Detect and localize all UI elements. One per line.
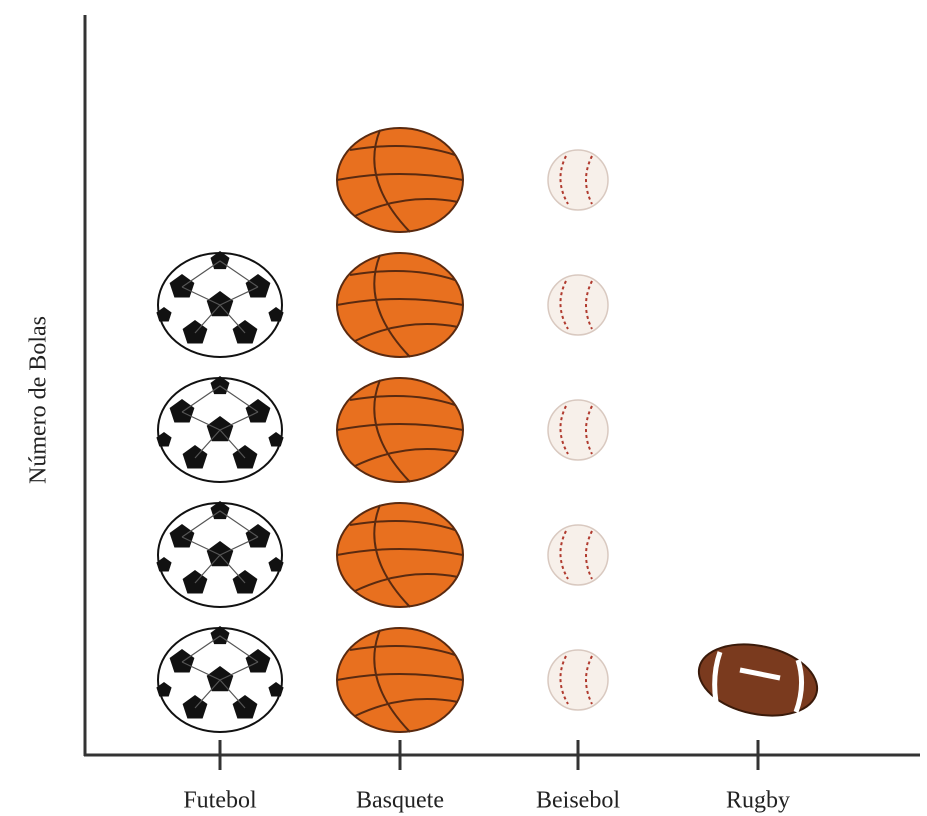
baseball	[547, 524, 609, 586]
baseball	[547, 149, 609, 211]
icon-stack	[697, 643, 819, 717]
soccer-patch	[169, 399, 195, 423]
rugby-stripes	[712, 651, 804, 713]
soccer-patch	[169, 524, 195, 548]
basketball-lines	[336, 379, 464, 483]
x-tick-label: Basquete	[356, 788, 444, 814]
soccer-patch	[245, 399, 271, 423]
baseball-stitches	[559, 155, 593, 205]
baseball-stitches	[559, 405, 593, 455]
baseball-stitches	[559, 655, 593, 705]
soccer-patch	[268, 557, 284, 572]
baseball	[547, 399, 609, 461]
soccer-seams	[181, 635, 259, 709]
x-tick-label: Rugby	[726, 788, 790, 814]
soccer-patch	[156, 307, 172, 322]
soccer-patch	[245, 274, 271, 298]
soccer-seams	[181, 510, 259, 584]
soccer-patch	[206, 666, 234, 692]
soccer-patch	[245, 524, 271, 548]
basketball-lines	[336, 254, 464, 358]
rugby-ball	[697, 643, 819, 717]
soccer-patch	[156, 432, 172, 447]
soccer-seams	[181, 385, 259, 459]
x-tick-label: Futebol	[183, 788, 257, 814]
soccer-seams	[181, 260, 259, 334]
soccer-patch	[206, 291, 234, 317]
soccer-patch	[268, 682, 284, 697]
icon-stack	[547, 149, 609, 711]
soccer-patch	[169, 649, 195, 673]
x-tick-label: Beisebol	[536, 788, 620, 814]
baseball-stitches	[559, 530, 593, 580]
soccer-patch	[268, 307, 284, 322]
soccer-patch	[206, 416, 234, 442]
soccer-patch	[156, 557, 172, 572]
baseball	[547, 649, 609, 711]
soccer-patch	[206, 541, 234, 567]
icon-stack	[336, 127, 464, 733]
basketball-lines	[336, 129, 464, 233]
soccer-patch	[245, 649, 271, 673]
y-axis-label: Número de Bolas	[26, 316, 52, 484]
baseball-stitches	[559, 280, 593, 330]
baseball	[547, 274, 609, 336]
soccer-patch	[169, 274, 195, 298]
soccer-patch	[156, 682, 172, 697]
icon-stack	[156, 251, 284, 733]
basketball-lines	[336, 629, 464, 733]
basketball-lines	[336, 504, 464, 608]
soccer-patch	[268, 432, 284, 447]
